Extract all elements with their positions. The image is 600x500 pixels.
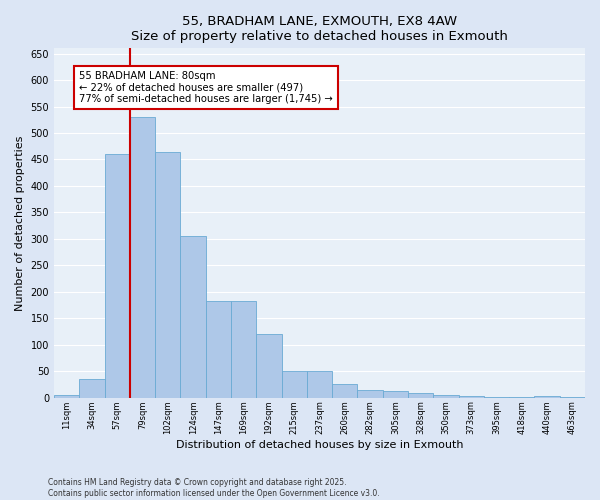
Bar — [231, 301, 256, 398]
Bar — [383, 392, 408, 398]
Bar — [256, 334, 281, 398]
Text: Contains HM Land Registry data © Crown copyright and database right 2025.
Contai: Contains HM Land Registry data © Crown c… — [48, 478, 380, 498]
Bar — [484, 396, 509, 398]
Bar — [307, 371, 332, 398]
Bar — [332, 384, 358, 398]
Bar — [54, 395, 79, 398]
Bar — [560, 397, 585, 398]
Bar — [206, 301, 231, 398]
Bar — [281, 371, 307, 398]
Bar — [104, 154, 130, 398]
X-axis label: Distribution of detached houses by size in Exmouth: Distribution of detached houses by size … — [176, 440, 463, 450]
Text: 55 BRADHAM LANE: 80sqm
← 22% of detached houses are smaller (497)
77% of semi-de: 55 BRADHAM LANE: 80sqm ← 22% of detached… — [79, 70, 333, 104]
Y-axis label: Number of detached properties: Number of detached properties — [15, 136, 25, 310]
Bar — [358, 390, 383, 398]
Bar — [408, 394, 433, 398]
Bar — [79, 379, 104, 398]
Title: 55, BRADHAM LANE, EXMOUTH, EX8 4AW
Size of property relative to detached houses : 55, BRADHAM LANE, EXMOUTH, EX8 4AW Size … — [131, 15, 508, 43]
Bar — [535, 396, 560, 398]
Bar — [130, 117, 155, 398]
Bar — [509, 397, 535, 398]
Bar — [433, 395, 458, 398]
Bar — [155, 152, 181, 398]
Bar — [458, 396, 484, 398]
Bar — [181, 236, 206, 398]
